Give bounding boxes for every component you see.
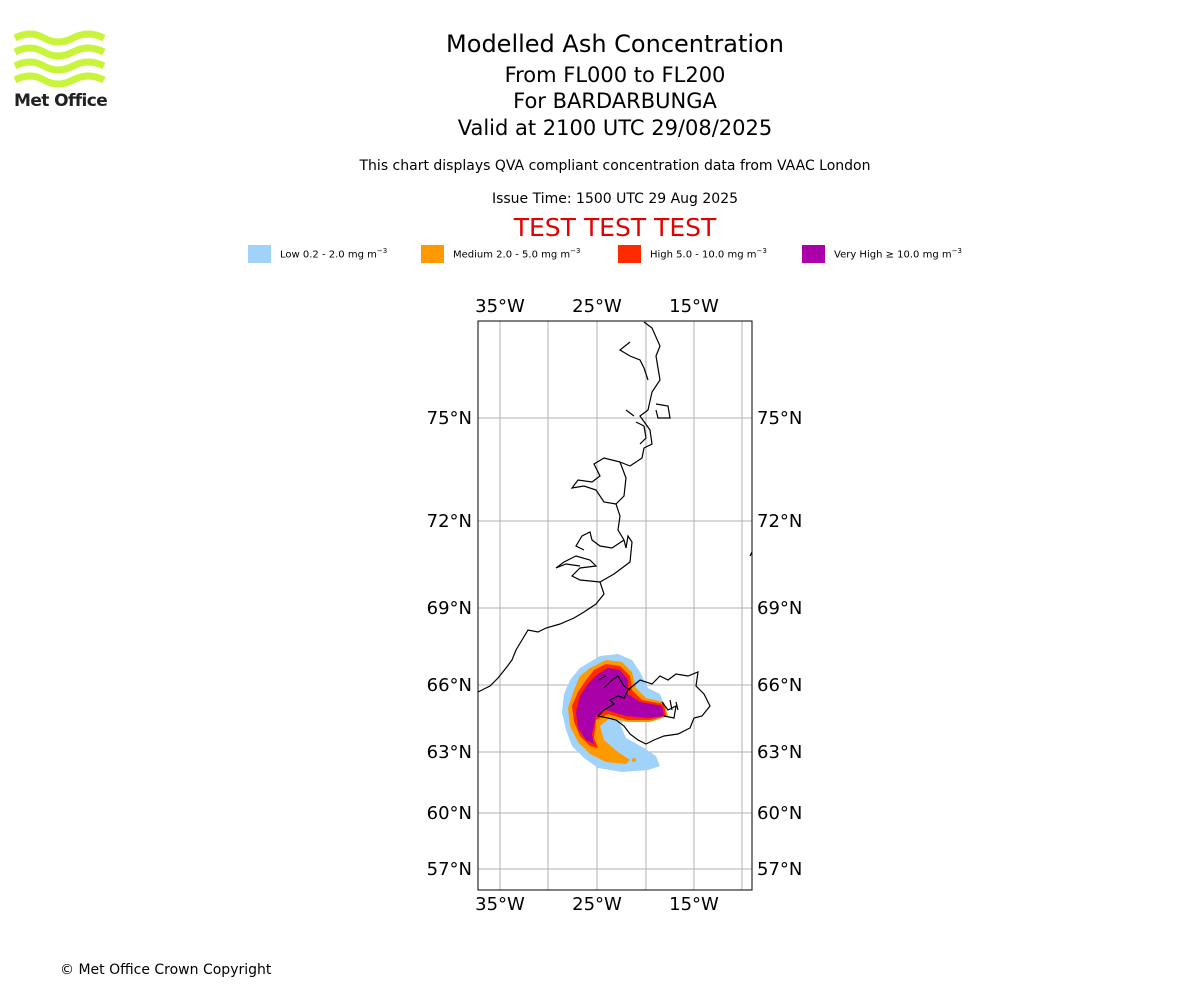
ash-map: 35°W 25°W 15°W 35°W 25°W 15°W 75°N 72°N … [427,296,803,915]
lon-label-bottom-35w: 35°W [475,894,525,915]
ash-very-high-region [576,668,664,744]
greenland-coast [477,321,661,693]
lat-label-left-69n: 69°N [427,598,472,619]
legend-low: Low 0.2 - 2.0 mg m−3 [248,245,387,263]
qva-note: This chart displays QVA compliant concen… [359,158,871,174]
iceland-westfjords [597,675,631,691]
met-office-wave-icon [13,30,106,88]
lat-label-right-63n: 63°N [757,742,802,763]
issue-time: Issue Time: 1500 UTC 29 Aug 2025 [491,191,739,207]
greenland-fjord-b [555,555,601,583]
lon-label-top-25w: 25°W [572,296,622,317]
lat-label-right-75n: 75°N [757,408,802,429]
legend-swatch-high [618,245,641,263]
copyright-notice: © Met Office Crown Copyright [60,962,272,978]
iceland-coast [596,671,711,745]
legend-label-very-high: Very High ≥ 10.0 mg m−3 [834,247,962,261]
lat-label-right-57n: 57°N [757,859,802,880]
lat-label-right-72n: 72°N [757,511,802,532]
flight-level-range: From FL000 to FL200 [504,63,726,87]
legend-very-high: Very High ≥ 10.0 mg m−3 [802,245,962,263]
met-office-logo: Met Office [13,30,108,112]
lat-label-left-57n: 57°N [427,859,472,880]
map-plot-area [478,321,752,890]
lat-label-right-60n: 60°N [757,803,802,824]
greenland-upper-islands [618,341,671,419]
legend-high: High 5.0 - 10.0 mg m−3 [618,245,767,263]
legend-swatch-low [248,245,271,263]
legend-label-medium: Medium 2.0 - 5.0 mg m−3 [453,247,581,261]
iceland-northeast-markings [661,699,679,719]
chart-title: Modelled Ash Concentration [446,30,784,58]
ash-contours [562,654,668,772]
lon-label-top-15w: 15°W [669,296,719,317]
lon-label-top-35w: 35°W [475,296,525,317]
ash-medium-spot [632,758,636,762]
volcano-name: For BARDARBUNGA [513,89,717,113]
lat-label-left-60n: 60°N [427,803,472,824]
lat-label-left-63n: 63°N [427,742,472,763]
map-gridlines [478,321,752,890]
logo-text: Met Office [14,91,108,111]
lon-label-bottom-15w: 15°W [669,894,719,915]
lat-label-right-69n: 69°N [757,598,802,619]
greenland-fjord-a [570,457,621,505]
lat-label-right-66n: 66°N [757,675,802,696]
legend-label-low: Low 0.2 - 2.0 mg m−3 [280,247,388,261]
lat-label-left-66n: 66°N [427,675,472,696]
coastlines [477,321,753,745]
legend-label-high: High 5.0 - 10.0 mg m−3 [650,247,767,261]
test-banner: TEST TEST TEST [513,213,717,242]
lat-label-left-75n: 75°N [427,408,472,429]
map-frame [477,320,753,891]
greenland-fjord-c [575,531,625,551]
valid-time: Valid at 2100 UTC 29/08/2025 [457,116,773,140]
legend-swatch-very-high [802,245,825,263]
lon-label-bottom-25w: 25°W [572,894,622,915]
greenland-mid-islands [625,409,647,445]
legend-medium: Medium 2.0 - 5.0 mg m−3 [421,245,580,263]
lat-label-left-72n: 72°N [427,511,472,532]
legend-swatch-medium [421,245,444,263]
